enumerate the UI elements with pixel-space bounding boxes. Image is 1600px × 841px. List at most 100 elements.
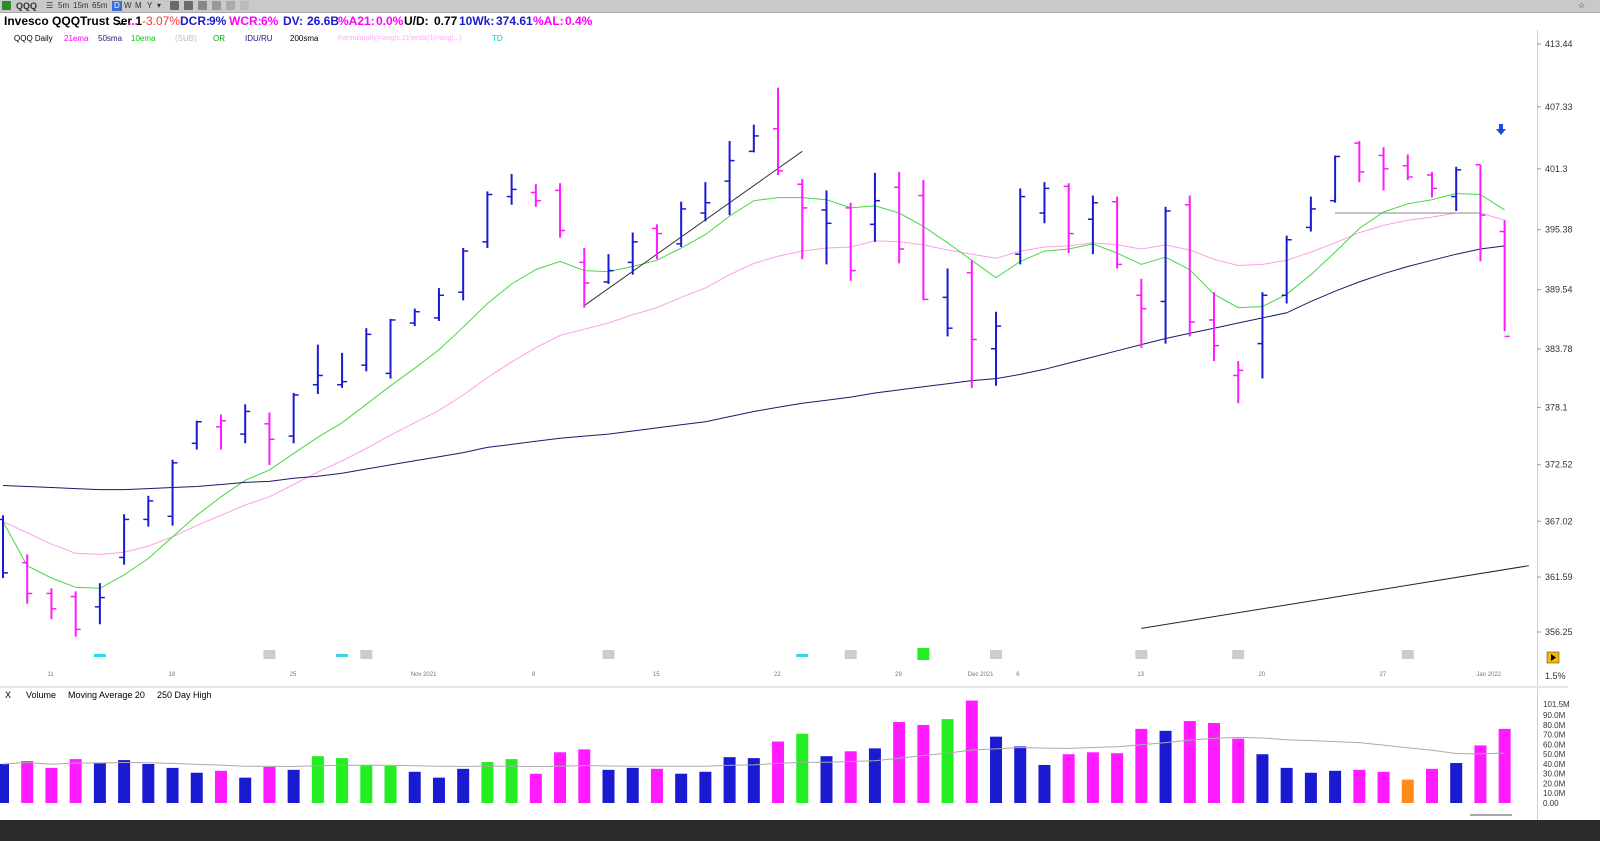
timeframe-daily[interactable]: D (112, 1, 122, 11)
dv-label: DV: (283, 14, 304, 28)
date-axis-label: 20 (1258, 672, 1265, 678)
symbol-box[interactable]: QQQ (16, 1, 38, 11)
price-axis-label: 395.38 (1545, 225, 1573, 235)
app-logo-icon[interactable] (2, 1, 11, 10)
ud-label: U/D: (404, 14, 429, 28)
volume-axis-label: 90.0M (1543, 711, 1566, 720)
date-axis-label: Dec 2021 (968, 672, 994, 678)
pane-separator[interactable] (0, 686, 1568, 688)
pattern-marker (990, 650, 1003, 659)
timeframe-5m[interactable]: 5m (58, 1, 70, 10)
study-200sma[interactable]: 200sma (290, 34, 319, 43)
volume-bar (650, 768, 663, 803)
volume-bar (166, 767, 179, 803)
timeframe-weekly[interactable]: W (124, 1, 132, 10)
chart-style-icon[interactable] (170, 1, 179, 10)
study-td[interactable]: TD (492, 34, 503, 43)
layout-icon[interactable] (184, 1, 193, 10)
pattern-marker (360, 650, 373, 659)
sma50-line (2, 245, 1505, 491)
date-axis-label: Jan 2022 (1476, 672, 1501, 678)
volume-bar (69, 759, 82, 803)
wk10-value: 374.61 (496, 14, 533, 28)
date-axis-label: Nov 2021 (411, 672, 437, 678)
timeframe-65m[interactable]: 65m (92, 1, 108, 10)
volume-bar (941, 719, 954, 803)
trendline (583, 150, 803, 306)
price-change: -3.07% (142, 14, 181, 28)
favorite-star-icon[interactable]: ☆ (1578, 1, 1586, 10)
study-21ema[interactable]: 21ema (64, 34, 89, 43)
pattern-marker (93, 654, 106, 657)
price-axis-label: 367.02 (1545, 516, 1573, 526)
volume-bar (384, 765, 397, 803)
volume-bar (408, 771, 421, 803)
signal-arrow-icon (1496, 124, 1506, 135)
volume-bar (1135, 728, 1148, 803)
wcr-label: WCR: (229, 14, 262, 28)
volume-axis-label: 20.0M (1543, 779, 1566, 788)
volume-bar (965, 700, 978, 803)
dcr-value: 9% (209, 14, 227, 28)
volume-bar (239, 777, 252, 803)
study-50sma[interactable]: 50sma (98, 34, 123, 43)
volume-bar (772, 741, 785, 803)
volume-close-button[interactable]: X (5, 690, 12, 700)
menu-icon[interactable]: ☰ (46, 1, 54, 10)
timeframe-15m[interactable]: 15m (73, 1, 89, 10)
date-axis-label: 15 (653, 672, 660, 678)
name-ellipsis[interactable]: ... (116, 14, 127, 28)
link-icon[interactable] (226, 1, 235, 10)
volume-study-label[interactable]: Volume (26, 690, 57, 700)
volume-bar (1014, 746, 1027, 803)
pattern-marker (796, 654, 809, 657)
volume-bar (578, 749, 591, 803)
volume-ma-label[interactable]: Moving Average 20 (68, 690, 145, 700)
volume-bar (529, 773, 542, 803)
volume-bar (263, 766, 276, 803)
volume-bar (336, 758, 349, 803)
volume-bar (554, 752, 567, 803)
volume-bar (142, 763, 155, 803)
volume-axis-label: 50.0M (1543, 750, 1566, 759)
study-sub[interactable]: (SUB) (175, 34, 197, 43)
symbol-name: Invesco QQQTrust Ser 1 (4, 14, 143, 28)
al-value: 0.4% (565, 14, 593, 28)
pattern-marker (602, 650, 615, 659)
volume-bar (1353, 769, 1366, 803)
bottom-status-bar (0, 820, 1600, 841)
top-toolbar: QQQ ☰ 5m 15m 65m D W M Y ▾ ☆ (0, 0, 1600, 13)
volume-bar (1086, 752, 1099, 803)
study-or[interactable]: OR (213, 34, 225, 43)
volume-bar (1159, 730, 1172, 803)
volume-bar (457, 768, 470, 803)
volume-bar (1401, 779, 1414, 803)
price-axis-label: 372.52 (1545, 460, 1573, 470)
volume-bar (118, 760, 131, 803)
study-idu-ru[interactable]: IDU/RU (245, 34, 273, 43)
volume-bar (1498, 728, 1511, 803)
settings-icon[interactable] (240, 1, 249, 10)
timeframe-yearly[interactable]: Y (147, 1, 153, 10)
volume-bar (1474, 745, 1487, 803)
volume-high-label[interactable]: 250 Day High (157, 690, 212, 700)
pattern-marker (263, 650, 276, 659)
volume-bar (868, 748, 881, 803)
draw-pencil-icon[interactable] (198, 1, 207, 10)
volume-bar (1425, 768, 1438, 803)
wcr-value: 6% (261, 14, 279, 28)
eraser-icon[interactable] (212, 1, 221, 10)
study-formula[interactable]: Formula(ally)=avg(c,21)ends(1)=avg(...) (338, 35, 462, 42)
pattern-marker (1232, 650, 1245, 659)
timeframe-monthly[interactable]: M (135, 1, 142, 10)
date-axis-label: 13 (1137, 672, 1144, 678)
dropdown-icon[interactable]: ▾ (157, 1, 162, 10)
date-axis-label: 8 (532, 672, 536, 678)
study-qqq-daily[interactable]: QQQ Daily (14, 34, 53, 43)
volume-bar (1183, 721, 1196, 803)
pattern-marker (844, 650, 857, 659)
volume-bar (0, 763, 9, 803)
study-legend: QQQ Daily 21ema 50sma 10ema (SUB) OR IDU… (0, 32, 1560, 46)
study-10ema[interactable]: 10ema (131, 34, 156, 43)
